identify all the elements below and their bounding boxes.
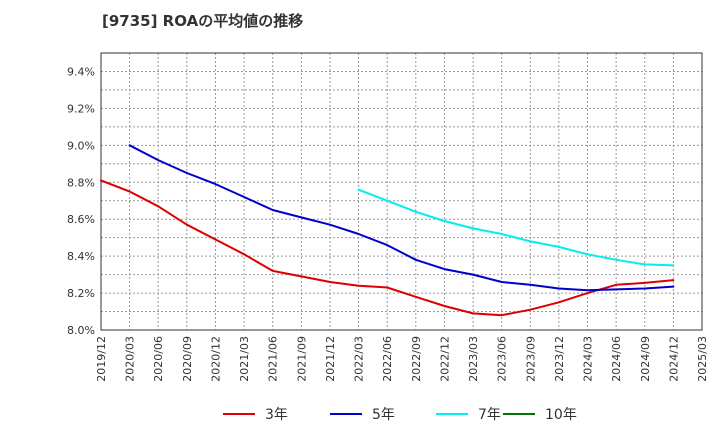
legend-label: 5年 (372, 407, 395, 423)
x-tick-label: 2022/09 (410, 336, 423, 382)
legend-label: 3年 (265, 407, 288, 423)
x-tick-label: 2024/06 (610, 336, 623, 382)
x-tick-label: 2021/09 (295, 336, 308, 382)
plot-area (101, 53, 702, 330)
y-tick-label: 9.4% (67, 65, 95, 78)
x-tick-label: 2024/12 (667, 336, 680, 382)
x-tick-label: 2022/06 (381, 336, 394, 382)
x-tick-label: 2020/06 (152, 336, 165, 382)
x-tick-label: 2020/09 (181, 336, 194, 382)
series-line (357, 188, 675, 267)
chart-title: [9735] ROAの平均値の推移 (102, 12, 304, 30)
x-tick-label: 2022/12 (438, 336, 451, 382)
x-tick-label: 2019/12 (95, 336, 108, 382)
plot-border (100, 52, 703, 331)
y-tick-label: 9.0% (67, 139, 95, 152)
y-tick-label: 8.6% (67, 213, 95, 226)
x-tick-label: 2024/09 (639, 336, 652, 382)
x-tick-label: 2024/03 (582, 336, 595, 382)
x-tick-label: 2023/09 (524, 336, 537, 382)
x-tick-label: 2021/06 (267, 336, 280, 382)
x-tick-label: 2025/03 (696, 336, 709, 382)
x-tick-label: 2022/03 (353, 336, 366, 382)
series-line (128, 144, 675, 292)
x-tick-label: 2021/03 (238, 336, 251, 382)
x-tick-label: 2023/06 (496, 336, 509, 382)
y-tick-label: 8.8% (67, 176, 95, 189)
y-tick-label: 8.2% (67, 287, 95, 300)
y-tick-label: 8.4% (67, 250, 95, 263)
x-tick-label: 2020/03 (124, 336, 137, 382)
x-tick-label: 2023/03 (467, 336, 480, 382)
legend-label: 7年 (478, 407, 501, 423)
x-tick-label: 2020/12 (209, 336, 222, 382)
y-tick-label: 8.0% (67, 324, 95, 337)
x-tick-label: 2023/12 (553, 336, 566, 382)
x-tick-label: 2021/12 (324, 336, 337, 382)
legend-label: 10年 (545, 407, 577, 423)
series-line (100, 179, 675, 317)
y-tick-label: 9.2% (67, 102, 95, 115)
